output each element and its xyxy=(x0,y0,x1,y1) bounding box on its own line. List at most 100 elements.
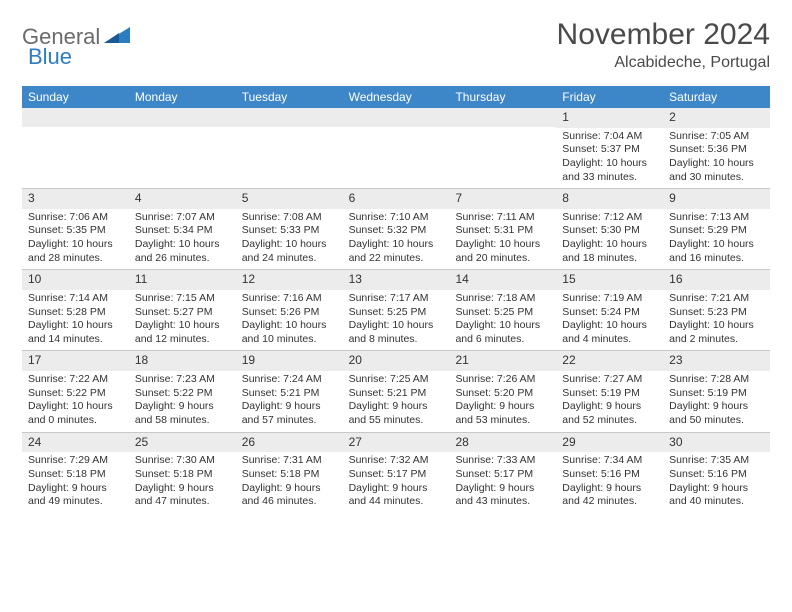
sunrise-line: Sunrise: 7:24 AM xyxy=(242,373,337,387)
day-body: Sunrise: 7:04 AMSunset: 5:37 PMDaylight:… xyxy=(556,128,663,189)
daylight-line: Daylight: 9 hours and 47 minutes. xyxy=(135,482,230,509)
daylight-line: Daylight: 9 hours and 53 minutes. xyxy=(455,400,550,427)
day-body: Sunrise: 7:21 AMSunset: 5:23 PMDaylight:… xyxy=(663,290,770,351)
calendar-cell: 13Sunrise: 7:17 AMSunset: 5:25 PMDayligh… xyxy=(343,270,450,350)
day-body: Sunrise: 7:30 AMSunset: 5:18 PMDaylight:… xyxy=(129,452,236,513)
calendar-cell: 7Sunrise: 7:11 AMSunset: 5:31 PMDaylight… xyxy=(449,189,556,269)
day-number: 12 xyxy=(236,270,343,290)
empty-day xyxy=(129,108,236,127)
day-body: Sunrise: 7:05 AMSunset: 5:36 PMDaylight:… xyxy=(663,128,770,189)
sunrise-line: Sunrise: 7:33 AM xyxy=(455,454,550,468)
calendar-cell: 8Sunrise: 7:12 AMSunset: 5:30 PMDaylight… xyxy=(556,189,663,269)
day-body: Sunrise: 7:18 AMSunset: 5:25 PMDaylight:… xyxy=(449,290,556,351)
day-number: 27 xyxy=(343,433,450,453)
sunrise-line: Sunrise: 7:04 AM xyxy=(562,130,657,144)
sunset-line: Sunset: 5:37 PM xyxy=(562,143,657,157)
day-body: Sunrise: 7:34 AMSunset: 5:16 PMDaylight:… xyxy=(556,452,663,513)
sunset-line: Sunset: 5:24 PM xyxy=(562,306,657,320)
day-number: 17 xyxy=(22,351,129,371)
daylight-line: Daylight: 10 hours and 20 minutes. xyxy=(455,238,550,265)
daylight-line: Daylight: 9 hours and 55 minutes. xyxy=(349,400,444,427)
calendar-cell: 25Sunrise: 7:30 AMSunset: 5:18 PMDayligh… xyxy=(129,433,236,513)
daylight-line: Daylight: 10 hours and 28 minutes. xyxy=(28,238,123,265)
daylight-line: Daylight: 9 hours and 46 minutes. xyxy=(242,482,337,509)
day-body: Sunrise: 7:32 AMSunset: 5:17 PMDaylight:… xyxy=(343,452,450,513)
daylight-line: Daylight: 10 hours and 24 minutes. xyxy=(242,238,337,265)
day-number: 9 xyxy=(663,189,770,209)
sunset-line: Sunset: 5:34 PM xyxy=(135,224,230,238)
daylight-line: Daylight: 9 hours and 50 minutes. xyxy=(669,400,764,427)
sunrise-line: Sunrise: 7:29 AM xyxy=(28,454,123,468)
day-number: 28 xyxy=(449,433,556,453)
day-body: Sunrise: 7:22 AMSunset: 5:22 PMDaylight:… xyxy=(22,371,129,432)
sunrise-line: Sunrise: 7:14 AM xyxy=(28,292,123,306)
weekday-header: Thursday xyxy=(449,86,556,108)
sunrise-line: Sunrise: 7:13 AM xyxy=(669,211,764,225)
sunset-line: Sunset: 5:19 PM xyxy=(562,387,657,401)
day-body: Sunrise: 7:19 AMSunset: 5:24 PMDaylight:… xyxy=(556,290,663,351)
sunrise-line: Sunrise: 7:23 AM xyxy=(135,373,230,387)
daylight-line: Daylight: 10 hours and 2 minutes. xyxy=(669,319,764,346)
day-body: Sunrise: 7:27 AMSunset: 5:19 PMDaylight:… xyxy=(556,371,663,432)
calendar-cell xyxy=(22,108,129,188)
sunset-line: Sunset: 5:33 PM xyxy=(242,224,337,238)
day-body: Sunrise: 7:31 AMSunset: 5:18 PMDaylight:… xyxy=(236,452,343,513)
calendar-cell: 18Sunrise: 7:23 AMSunset: 5:22 PMDayligh… xyxy=(129,351,236,431)
sunrise-line: Sunrise: 7:32 AM xyxy=(349,454,444,468)
calendar-cell xyxy=(129,108,236,188)
day-number: 20 xyxy=(343,351,450,371)
sunset-line: Sunset: 5:29 PM xyxy=(669,224,764,238)
month-title: November 2024 xyxy=(557,18,770,52)
weekday-header: Saturday xyxy=(663,86,770,108)
logo-text-blue: Blue xyxy=(28,44,72,69)
calendar-cell: 9Sunrise: 7:13 AMSunset: 5:29 PMDaylight… xyxy=(663,189,770,269)
calendar-cell: 24Sunrise: 7:29 AMSunset: 5:18 PMDayligh… xyxy=(22,433,129,513)
daylight-line: Daylight: 10 hours and 0 minutes. xyxy=(28,400,123,427)
calendar-cell: 2Sunrise: 7:05 AMSunset: 5:36 PMDaylight… xyxy=(663,108,770,188)
day-number: 2 xyxy=(663,108,770,128)
day-body: Sunrise: 7:26 AMSunset: 5:20 PMDaylight:… xyxy=(449,371,556,432)
day-body: Sunrise: 7:08 AMSunset: 5:33 PMDaylight:… xyxy=(236,209,343,270)
sunset-line: Sunset: 5:35 PM xyxy=(28,224,123,238)
sunrise-line: Sunrise: 7:34 AM xyxy=(562,454,657,468)
day-body: Sunrise: 7:16 AMSunset: 5:26 PMDaylight:… xyxy=(236,290,343,351)
sunrise-line: Sunrise: 7:26 AM xyxy=(455,373,550,387)
sunrise-line: Sunrise: 7:12 AM xyxy=(562,211,657,225)
day-number: 18 xyxy=(129,351,236,371)
calendar-cell xyxy=(236,108,343,188)
day-number: 26 xyxy=(236,433,343,453)
sunset-line: Sunset: 5:25 PM xyxy=(455,306,550,320)
day-number: 24 xyxy=(22,433,129,453)
calendar: SundayMondayTuesdayWednesdayThursdayFrid… xyxy=(22,86,770,513)
sunset-line: Sunset: 5:23 PM xyxy=(669,306,764,320)
empty-day xyxy=(236,108,343,127)
sunset-line: Sunset: 5:21 PM xyxy=(349,387,444,401)
calendar-cell: 12Sunrise: 7:16 AMSunset: 5:26 PMDayligh… xyxy=(236,270,343,350)
day-number: 5 xyxy=(236,189,343,209)
sunset-line: Sunset: 5:18 PM xyxy=(135,468,230,482)
day-number: 8 xyxy=(556,189,663,209)
calendar-cell: 16Sunrise: 7:21 AMSunset: 5:23 PMDayligh… xyxy=(663,270,770,350)
day-body: Sunrise: 7:33 AMSunset: 5:17 PMDaylight:… xyxy=(449,452,556,513)
sunrise-line: Sunrise: 7:35 AM xyxy=(669,454,764,468)
day-body: Sunrise: 7:14 AMSunset: 5:28 PMDaylight:… xyxy=(22,290,129,351)
day-body: Sunrise: 7:17 AMSunset: 5:25 PMDaylight:… xyxy=(343,290,450,351)
day-number: 16 xyxy=(663,270,770,290)
day-number: 6 xyxy=(343,189,450,209)
daylight-line: Daylight: 9 hours and 43 minutes. xyxy=(455,482,550,509)
sunset-line: Sunset: 5:30 PM xyxy=(562,224,657,238)
calendar-row: 1Sunrise: 7:04 AMSunset: 5:37 PMDaylight… xyxy=(22,108,770,188)
sunrise-line: Sunrise: 7:18 AM xyxy=(455,292,550,306)
sunrise-line: Sunrise: 7:10 AM xyxy=(349,211,444,225)
sunset-line: Sunset: 5:22 PM xyxy=(28,387,123,401)
day-number: 14 xyxy=(449,270,556,290)
calendar-cell: 5Sunrise: 7:08 AMSunset: 5:33 PMDaylight… xyxy=(236,189,343,269)
day-body: Sunrise: 7:28 AMSunset: 5:19 PMDaylight:… xyxy=(663,371,770,432)
sunset-line: Sunset: 5:17 PM xyxy=(455,468,550,482)
calendar-header-row: SundayMondayTuesdayWednesdayThursdayFrid… xyxy=(22,86,770,108)
day-body: Sunrise: 7:10 AMSunset: 5:32 PMDaylight:… xyxy=(343,209,450,270)
day-body: Sunrise: 7:07 AMSunset: 5:34 PMDaylight:… xyxy=(129,209,236,270)
sunset-line: Sunset: 5:18 PM xyxy=(242,468,337,482)
calendar-cell: 23Sunrise: 7:28 AMSunset: 5:19 PMDayligh… xyxy=(663,351,770,431)
day-number: 19 xyxy=(236,351,343,371)
